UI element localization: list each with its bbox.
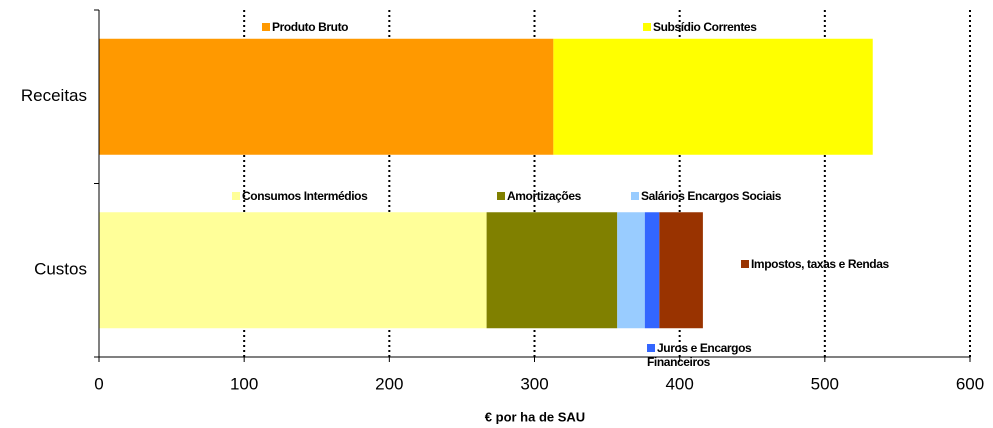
- legend-label: Consumos Intermédios: [242, 189, 368, 203]
- y-tick-label: Custos: [34, 260, 87, 279]
- legend-entry: Salários Encargos Sociais: [631, 189, 781, 203]
- bar: [644, 212, 660, 329]
- legend-label: Salários Encargos Sociais: [641, 189, 782, 203]
- x-tick-label: 100: [230, 374, 258, 393]
- legend-swatch: [497, 192, 505, 200]
- bar: [617, 212, 645, 329]
- x-tick-label: 300: [520, 374, 548, 393]
- legend-swatch: [647, 344, 655, 352]
- legend-swatch: [232, 192, 240, 200]
- bar: [659, 212, 703, 329]
- bar: [486, 212, 618, 329]
- legend-entry: Subsídio Correntes: [643, 20, 757, 34]
- legend-label: Amortizações: [507, 189, 581, 203]
- bar: [553, 38, 873, 155]
- legend-entry: Produto Bruto: [262, 20, 349, 34]
- legend-swatch: [262, 23, 270, 31]
- legend-swatch: [643, 23, 651, 31]
- legend-entry: Juros e Encargos Financeiros: [647, 341, 777, 369]
- x-axis-label: € por ha de SAU: [485, 409, 585, 424]
- x-tick-label: 400: [665, 374, 693, 393]
- x-tick-label: 0: [94, 374, 103, 393]
- y-tick-label: Receitas: [21, 86, 87, 105]
- legend-swatch: [741, 260, 749, 268]
- bar: [99, 212, 487, 329]
- x-tick-label: 600: [956, 374, 984, 393]
- legend-label: Impostos, taxas e Rendas: [751, 257, 889, 271]
- legend-label: Juros e Encargos Financeiros: [647, 341, 752, 369]
- x-tick-label: 200: [375, 374, 403, 393]
- legend-swatch: [631, 192, 639, 200]
- bar: [99, 38, 554, 155]
- x-tick-label: 500: [811, 374, 839, 393]
- legend-label: Subsídio Correntes: [653, 20, 757, 34]
- legend-entry: Impostos, taxas e Rendas: [741, 257, 889, 271]
- legend-entry: Amortizações: [497, 189, 581, 203]
- legend-label: Produto Bruto: [272, 20, 349, 34]
- legend-entry: Consumos Intermédios: [232, 189, 368, 203]
